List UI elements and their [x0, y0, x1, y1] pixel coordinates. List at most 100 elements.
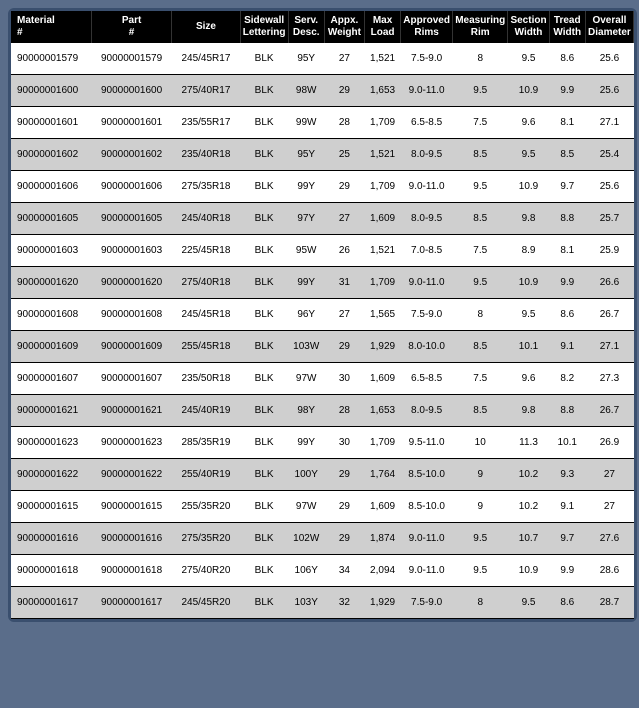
cell-size: 235/50R18	[172, 363, 240, 395]
cell-appr: 9.0-11.0	[401, 75, 453, 107]
cell-serv: 99Y	[288, 267, 324, 299]
cell-material: 90000001606	[11, 171, 91, 203]
cell-meas: 8.5	[453, 139, 508, 171]
cell-max: 1,874	[364, 523, 400, 555]
cell-meas: 7.5	[453, 107, 508, 139]
cell-max: 1,764	[364, 459, 400, 491]
cell-part: 90000001617	[91, 587, 171, 619]
cell-part: 90000001622	[91, 459, 171, 491]
cell-tread: 8.6	[549, 587, 585, 619]
cell-sec: 10.9	[508, 171, 549, 203]
cell-meas: 7.5	[453, 235, 508, 267]
cell-appr: 7.5-9.0	[401, 43, 453, 75]
cell-overall: 27	[585, 459, 633, 491]
table-row: 9000000160890000001608245/45R18BLK96Y271…	[11, 299, 634, 331]
cell-max: 1,521	[364, 235, 400, 267]
cell-sidewall: BLK	[240, 587, 288, 619]
cell-material: 90000001601	[11, 107, 91, 139]
cell-part: 90000001615	[91, 491, 171, 523]
cell-overall: 25.4	[585, 139, 633, 171]
cell-overall: 27.1	[585, 107, 633, 139]
cell-material: 90000001607	[11, 363, 91, 395]
table-row: 9000000161590000001615255/35R20BLK97W291…	[11, 491, 634, 523]
cell-max: 1,653	[364, 395, 400, 427]
table-row: 9000000160590000001605245/40R18BLK97Y271…	[11, 203, 634, 235]
table-row: 9000000161890000001618275/40R20BLK106Y34…	[11, 555, 634, 587]
cell-appx: 29	[324, 331, 364, 363]
cell-serv: 99Y	[288, 427, 324, 459]
tire-specs-table: Material#Part#SizeSidewallLetteringServ.…	[11, 11, 634, 619]
cell-sec: 10.9	[508, 555, 549, 587]
cell-serv: 102W	[288, 523, 324, 555]
cell-sidewall: BLK	[240, 427, 288, 459]
cell-sidewall: BLK	[240, 299, 288, 331]
cell-sidewall: BLK	[240, 75, 288, 107]
cell-overall: 27	[585, 491, 633, 523]
table-row: 9000000160390000001603225/45R18BLK95W261…	[11, 235, 634, 267]
cell-overall: 25.9	[585, 235, 633, 267]
cell-appr: 6.5-8.5	[401, 363, 453, 395]
col-header-appr: ApprovedRims	[401, 11, 453, 43]
cell-part: 90000001602	[91, 139, 171, 171]
cell-overall: 26.7	[585, 395, 633, 427]
cell-serv: 97W	[288, 363, 324, 395]
cell-tread: 8.8	[549, 203, 585, 235]
cell-overall: 25.6	[585, 171, 633, 203]
cell-appx: 28	[324, 395, 364, 427]
cell-sec: 10.2	[508, 459, 549, 491]
table-body: 9000000157990000001579245/45R17BLK95Y271…	[11, 43, 634, 619]
cell-serv: 103W	[288, 331, 324, 363]
cell-appr: 8.0-10.0	[401, 331, 453, 363]
cell-serv: 103Y	[288, 587, 324, 619]
cell-sec: 9.6	[508, 107, 549, 139]
cell-tread: 9.3	[549, 459, 585, 491]
cell-tread: 8.2	[549, 363, 585, 395]
cell-sec: 9.6	[508, 363, 549, 395]
cell-meas: 9.5	[453, 75, 508, 107]
cell-sec: 8.9	[508, 235, 549, 267]
cell-tread: 9.7	[549, 171, 585, 203]
col-header-sec: SectionWidth	[508, 11, 549, 43]
cell-appr: 7.5-9.0	[401, 587, 453, 619]
cell-sidewall: BLK	[240, 107, 288, 139]
cell-max: 1,709	[364, 267, 400, 299]
cell-max: 1,521	[364, 139, 400, 171]
cell-material: 90000001603	[11, 235, 91, 267]
col-header-part: Part#	[91, 11, 171, 43]
cell-serv: 96Y	[288, 299, 324, 331]
cell-sidewall: BLK	[240, 555, 288, 587]
cell-part: 90000001606	[91, 171, 171, 203]
cell-sidewall: BLK	[240, 267, 288, 299]
cell-part: 90000001601	[91, 107, 171, 139]
cell-meas: 8	[453, 43, 508, 75]
cell-tread: 9.7	[549, 523, 585, 555]
cell-material: 90000001621	[11, 395, 91, 427]
cell-size: 255/45R18	[172, 331, 240, 363]
table-row: 9000000160090000001600275/40R17BLK98W291…	[11, 75, 634, 107]
cell-tread: 8.5	[549, 139, 585, 171]
cell-part: 90000001608	[91, 299, 171, 331]
cell-appx: 29	[324, 171, 364, 203]
cell-sidewall: BLK	[240, 523, 288, 555]
cell-appr: 9.0-11.0	[401, 171, 453, 203]
cell-appr: 8.5-10.0	[401, 459, 453, 491]
cell-size: 245/45R20	[172, 587, 240, 619]
cell-sidewall: BLK	[240, 139, 288, 171]
cell-meas: 9	[453, 491, 508, 523]
table-row: 9000000160690000001606275/35R18BLK99Y291…	[11, 171, 634, 203]
cell-max: 1,929	[364, 331, 400, 363]
cell-appr: 9.0-11.0	[401, 523, 453, 555]
col-header-meas: MeasuringRim	[453, 11, 508, 43]
cell-appx: 27	[324, 43, 364, 75]
cell-appr: 7.0-8.5	[401, 235, 453, 267]
cell-tread: 8.6	[549, 43, 585, 75]
cell-appr: 9.0-11.0	[401, 267, 453, 299]
cell-overall: 27.1	[585, 331, 633, 363]
cell-size: 245/45R18	[172, 299, 240, 331]
cell-appr: 8.5-10.0	[401, 491, 453, 523]
cell-part: 90000001579	[91, 43, 171, 75]
cell-part: 90000001623	[91, 427, 171, 459]
cell-size: 245/45R17	[172, 43, 240, 75]
cell-serv: 95Y	[288, 139, 324, 171]
cell-sidewall: BLK	[240, 43, 288, 75]
